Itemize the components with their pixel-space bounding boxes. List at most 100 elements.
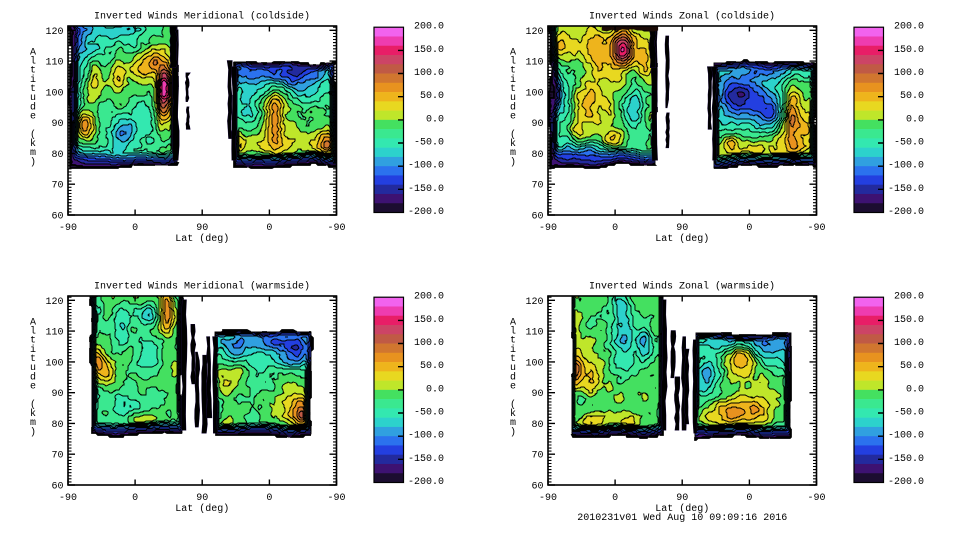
svg-text:(: ( bbox=[30, 129, 36, 141]
svg-text:): ) bbox=[30, 156, 36, 168]
svg-text:-100.0: -100.0 bbox=[888, 431, 924, 442]
svg-text:200.0: 200.0 bbox=[894, 292, 924, 303]
svg-text:60: 60 bbox=[531, 482, 543, 493]
svg-text:70: 70 bbox=[531, 181, 543, 192]
svg-text:t: t bbox=[30, 66, 36, 77]
svg-text:90: 90 bbox=[51, 389, 63, 400]
svg-text:-150.0: -150.0 bbox=[408, 454, 444, 465]
svg-text:(: ( bbox=[510, 399, 516, 411]
svg-text:Lat (deg): Lat (deg) bbox=[655, 503, 709, 515]
svg-text:200.0: 200.0 bbox=[414, 22, 444, 33]
svg-text:A: A bbox=[510, 47, 516, 58]
svg-text:120: 120 bbox=[45, 297, 63, 308]
svg-text:l: l bbox=[510, 56, 516, 68]
svg-text:120: 120 bbox=[525, 297, 543, 308]
svg-text:50.0: 50.0 bbox=[900, 91, 924, 102]
svg-text:90: 90 bbox=[196, 493, 208, 504]
svg-text:-90: -90 bbox=[539, 223, 557, 234]
svg-text:70: 70 bbox=[531, 451, 543, 462]
svg-text:-50.0: -50.0 bbox=[414, 138, 444, 149]
svg-text:m: m bbox=[510, 418, 516, 429]
svg-text:Inverted Winds Meridional (war: Inverted Winds Meridional (warmside) bbox=[94, 281, 310, 293]
svg-text:-90: -90 bbox=[807, 223, 825, 234]
svg-text:A: A bbox=[30, 317, 36, 328]
svg-text:Lat (deg): Lat (deg) bbox=[175, 233, 229, 245]
svg-text:0: 0 bbox=[612, 223, 618, 234]
svg-text:0: 0 bbox=[612, 493, 618, 504]
svg-text:-50.0: -50.0 bbox=[894, 138, 924, 149]
svg-text:Inverted Winds Meridional (col: Inverted Winds Meridional (coldside) bbox=[94, 11, 310, 23]
svg-text:2010231v01 Wed Aug 10 09:09:16: 2010231v01 Wed Aug 10 09:09:16 2016 bbox=[577, 512, 787, 524]
svg-text:i: i bbox=[510, 74, 516, 86]
svg-text:200.0: 200.0 bbox=[894, 22, 924, 33]
svg-text:110: 110 bbox=[525, 328, 543, 339]
svg-text:k: k bbox=[510, 408, 516, 420]
svg-text:t: t bbox=[30, 354, 36, 365]
svg-text:-150.0: -150.0 bbox=[408, 184, 444, 195]
svg-text:50.0: 50.0 bbox=[420, 91, 444, 102]
svg-text:l: l bbox=[510, 326, 516, 338]
svg-text:Lat (deg): Lat (deg) bbox=[655, 233, 709, 245]
svg-text:-100.0: -100.0 bbox=[888, 161, 924, 172]
svg-text:d: d bbox=[510, 101, 516, 113]
svg-text:e: e bbox=[510, 112, 516, 123]
svg-text:u: u bbox=[30, 363, 36, 374]
svg-text:0.0: 0.0 bbox=[906, 384, 924, 395]
svg-text:(: ( bbox=[30, 399, 36, 411]
svg-text:t: t bbox=[30, 84, 36, 95]
svg-text:m: m bbox=[510, 148, 516, 159]
svg-text:-200.0: -200.0 bbox=[408, 207, 444, 218]
svg-text:60: 60 bbox=[51, 212, 63, 223]
svg-text:-100.0: -100.0 bbox=[408, 431, 444, 442]
svg-text:m: m bbox=[30, 148, 36, 159]
svg-text:-90: -90 bbox=[807, 493, 825, 504]
svg-text:-90: -90 bbox=[327, 493, 345, 504]
svg-text:t: t bbox=[510, 66, 516, 77]
svg-text:100.0: 100.0 bbox=[414, 68, 444, 79]
svg-text:-200.0: -200.0 bbox=[888, 477, 924, 488]
svg-text:d: d bbox=[30, 101, 36, 113]
svg-text:k: k bbox=[30, 408, 36, 420]
svg-text:k: k bbox=[30, 138, 36, 150]
svg-text:A: A bbox=[30, 47, 36, 58]
svg-text:-150.0: -150.0 bbox=[888, 454, 924, 465]
svg-text:90: 90 bbox=[676, 493, 688, 504]
svg-text:100: 100 bbox=[45, 358, 63, 369]
svg-text:0: 0 bbox=[266, 223, 272, 234]
svg-text:150.0: 150.0 bbox=[894, 315, 924, 326]
svg-text:100: 100 bbox=[525, 358, 543, 369]
svg-text:t: t bbox=[510, 354, 516, 365]
svg-text:0.0: 0.0 bbox=[906, 114, 924, 125]
svg-text:100: 100 bbox=[525, 88, 543, 99]
svg-text:-90: -90 bbox=[539, 493, 557, 504]
svg-text:-50.0: -50.0 bbox=[894, 408, 924, 419]
svg-text:100.0: 100.0 bbox=[414, 338, 444, 349]
svg-text:-90: -90 bbox=[59, 223, 77, 234]
svg-text:d: d bbox=[510, 371, 516, 383]
svg-text:-90: -90 bbox=[59, 493, 77, 504]
svg-text:110: 110 bbox=[525, 58, 543, 69]
svg-text:k: k bbox=[510, 138, 516, 150]
svg-text:90: 90 bbox=[676, 223, 688, 234]
svg-text:-200.0: -200.0 bbox=[888, 207, 924, 218]
svg-text:0: 0 bbox=[132, 493, 138, 504]
svg-text:60: 60 bbox=[51, 482, 63, 493]
svg-text:70: 70 bbox=[51, 451, 63, 462]
svg-text:120: 120 bbox=[525, 27, 543, 38]
svg-text:t: t bbox=[510, 336, 516, 347]
svg-text:i: i bbox=[30, 74, 36, 86]
svg-text:d: d bbox=[30, 371, 36, 383]
svg-text:Lat (deg): Lat (deg) bbox=[175, 503, 229, 515]
svg-text:): ) bbox=[30, 426, 36, 438]
svg-text:i: i bbox=[510, 344, 516, 356]
svg-text:80: 80 bbox=[51, 150, 63, 161]
svg-text:Inverted Winds Zonal (warmside: Inverted Winds Zonal (warmside) bbox=[589, 281, 775, 293]
svg-text:150.0: 150.0 bbox=[414, 315, 444, 326]
svg-text:0.0: 0.0 bbox=[426, 384, 444, 395]
svg-text:80: 80 bbox=[51, 420, 63, 431]
svg-text:l: l bbox=[30, 326, 36, 338]
svg-text:i: i bbox=[30, 344, 36, 356]
svg-text:u: u bbox=[30, 93, 36, 104]
svg-text:0: 0 bbox=[132, 223, 138, 234]
svg-text:90: 90 bbox=[51, 119, 63, 130]
